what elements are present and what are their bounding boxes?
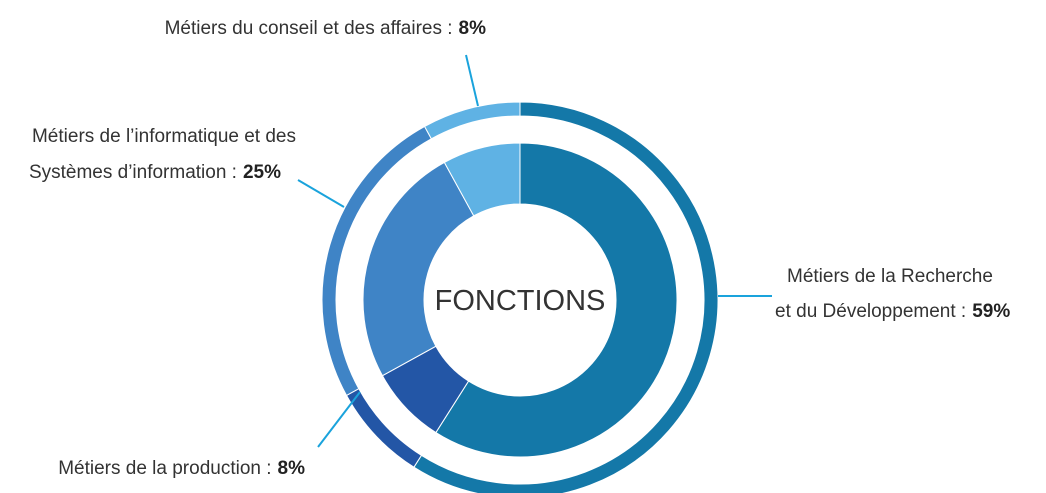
label-text: Métiers de l’informatique et des — [32, 126, 296, 147]
leader-line — [465, 54, 479, 107]
label-text: Métiers de la Recherche — [787, 266, 993, 287]
slice-label: Métiers de l’informatique et des — [32, 126, 296, 147]
slice-label: Métiers de la production : 8% — [58, 458, 305, 479]
slice-label: Systèmes d’information : 25% — [29, 162, 281, 183]
slice-label: Métiers de la Recherche — [787, 266, 993, 287]
label-text: Métiers du conseil et des affaires : — [165, 18, 453, 39]
leader-line — [317, 391, 361, 448]
label-text: et du Développement : — [775, 301, 966, 322]
donut-slice — [362, 161, 475, 377]
center-label: FONCTIONS — [435, 285, 606, 317]
value-label: 59% — [972, 301, 1010, 322]
outer-ring-slice — [423, 101, 521, 140]
slice-label: Métiers du conseil et des affaires : 8% — [165, 18, 487, 39]
value-label: 25% — [243, 162, 281, 183]
donut-slice — [443, 142, 521, 217]
value-label: 8% — [459, 18, 487, 39]
value-label: 8% — [278, 458, 306, 479]
leader-line — [297, 179, 345, 208]
donut-slice — [435, 142, 678, 458]
label-text: Métiers de la production : — [58, 458, 271, 479]
slice-label: et du Développement : 59% — [775, 301, 1010, 322]
label-text: Systèmes d’information : — [29, 162, 237, 183]
